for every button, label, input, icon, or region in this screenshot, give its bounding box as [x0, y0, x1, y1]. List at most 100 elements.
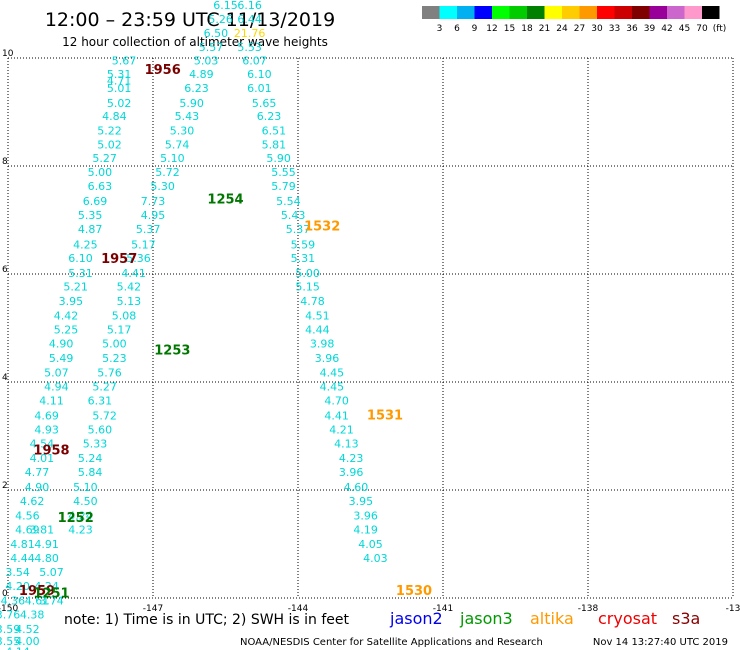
wave-height-value: 5.00 [88, 166, 113, 179]
wave-height-value: 5.07 [39, 566, 64, 579]
colorbar-label: 15 [504, 24, 515, 34]
y-tick-label: 10 [2, 49, 14, 59]
colorbar-label: 12 [486, 24, 497, 34]
wave-height-value: 4.80 [34, 552, 59, 565]
wave-height-value: 5.24 [78, 452, 103, 465]
pass-time-label: 1531 [367, 408, 403, 423]
pass-time-label: 1956 [145, 63, 181, 78]
legend-cryosat: cryosat [598, 609, 657, 628]
plot-grid [7, 57, 734, 599]
colorbar-label: 3 [437, 24, 443, 34]
colorbar-swatch [439, 6, 457, 19]
wave-height-value: 5.49 [49, 352, 74, 365]
wave-height-value: 5.17 [131, 238, 156, 251]
colorbar-label: 70 [696, 24, 708, 34]
wave-height-value: 6.10 [247, 68, 272, 81]
wave-height-value: 4.78 [300, 295, 325, 308]
satellite-legend: jason2 jason3 altika cryosat s3a [389, 609, 700, 628]
wave-height-value: 6.51 [262, 124, 287, 137]
wave-height-value: 5.54 [276, 195, 301, 208]
wave-height-value: 4.05 [358, 538, 383, 551]
colorbar-label: 39 [644, 24, 656, 34]
colorbar-swatch [422, 6, 440, 19]
wave-height-value: 4.91 [34, 538, 59, 551]
wave-height-value: 4.81 [10, 538, 35, 551]
wave-height-value: 4.89 [189, 68, 214, 81]
wave-height-value: 5.37 [136, 223, 161, 236]
wave-height-value: 4.44 [305, 324, 330, 337]
y-tick-label: 6 [2, 265, 8, 275]
colorbar-label: 9 [472, 24, 478, 34]
wave-height-value: 5.13 [117, 295, 142, 308]
wave-height-value: 4.20 [5, 580, 30, 593]
wave-height-value: 5.33 [83, 438, 108, 451]
wave-height-value: 4.52 [15, 623, 40, 636]
colorbar-label: (ft) [713, 24, 727, 34]
wave-height-value: 5.76 [97, 366, 122, 379]
pass-time-labels: 1956 1957 1958 1959 1254 1253 1252 1251 1532 1531… [19, 63, 432, 602]
wave-height-value: 4.60 [344, 481, 369, 494]
x-tick-label: -144 [288, 604, 309, 614]
footer-timestamp: Nov 14 13:27:40 UTC 2019 [593, 637, 728, 648]
wave-height-value: 5.01 [107, 82, 132, 95]
pass-time-label: 1530 [396, 584, 432, 599]
wave-height-value: 5.03 [194, 55, 219, 68]
wave-height-value: 4.90 [25, 481, 50, 494]
wave-height-value: 4.70 [324, 394, 349, 407]
wave-height-value: 6.01 [247, 82, 272, 95]
colorbar-swatch [614, 6, 632, 19]
wave-height-value: 5.57 [199, 41, 224, 54]
wave-height-value: 5.27 [92, 152, 117, 165]
x-tick-label: -150 [0, 604, 18, 614]
colorbar-legend: 3 6 9 12 15 18 21 24 27 30 33 36 39 42 45 70 (ft) [422, 6, 726, 34]
wave-height-value: 3.95 [59, 295, 84, 308]
wave-height-value: 4.45 [320, 380, 345, 393]
colorbar-label: 36 [626, 24, 638, 34]
wave-height-value: 4.13 [334, 438, 359, 451]
colorbar-label: 24 [556, 24, 568, 34]
wave-height-value: 4.41 [324, 409, 349, 422]
wave-height-value: 4.50 [73, 495, 98, 508]
wave-height-value: 5.22 [97, 124, 122, 137]
wave-height-value: 4.56 [15, 509, 40, 522]
wave-height-value: 5.07 [44, 366, 69, 379]
wave-height-value-high: 21.76 [234, 27, 266, 40]
wave-height-value: 4.69 [34, 409, 59, 422]
wave-height-value: 5.67 [112, 55, 137, 68]
wave-height-value: 5.27 [92, 380, 117, 393]
wave-height-value: 4.94 [44, 380, 69, 393]
wave-height-value: 5.55 [271, 166, 296, 179]
y-tick-label: 8 [2, 157, 8, 167]
colorbar-label: 42 [661, 24, 672, 34]
colorbar-swatch [527, 6, 545, 19]
wave-height-value: 4.90 [49, 338, 74, 351]
colorbar-swatch [702, 6, 720, 19]
wave-height-value: 5.31 [107, 68, 132, 81]
wave-height-value: 5.02 [97, 138, 122, 151]
pass-time-label: 1532 [304, 219, 340, 234]
wave-height-value: 7.73 [141, 195, 166, 208]
wave-height-value: 4.19 [353, 523, 378, 536]
colorbar-label: 30 [591, 24, 603, 34]
x-tick-label: -138 [578, 604, 599, 614]
wave-height-value: 3.96 [339, 466, 364, 479]
chart-title: 12:00 – 23:59 UTC 11/13/2019 [45, 9, 335, 31]
wave-height-value: 5.10 [160, 152, 185, 165]
wave-height-value: 4.51 [305, 310, 330, 323]
x-tick-label: -147 [143, 604, 163, 614]
wave-height-value: 4.61 [25, 595, 50, 608]
colorbar-swatch [457, 6, 475, 19]
wave-height-value: 5.60 [88, 424, 113, 437]
wave-height-value: 4.00 [15, 635, 40, 648]
wave-height-value: 6.07 [242, 55, 267, 68]
wave-height-value: 5.74 [165, 138, 190, 151]
legend-jason2: jason2 [389, 609, 443, 628]
wave-height-value: 5.02 [107, 97, 132, 110]
wave-height-value: 5.21 [63, 280, 88, 293]
wave-height-value: 6.10 [68, 252, 93, 265]
wave-height-value: 5.10 [73, 481, 98, 494]
wave-height-value: 5.90 [179, 97, 204, 110]
wave-height-value: 6.44 [237, 13, 262, 26]
legend-jason3: jason3 [459, 609, 513, 628]
